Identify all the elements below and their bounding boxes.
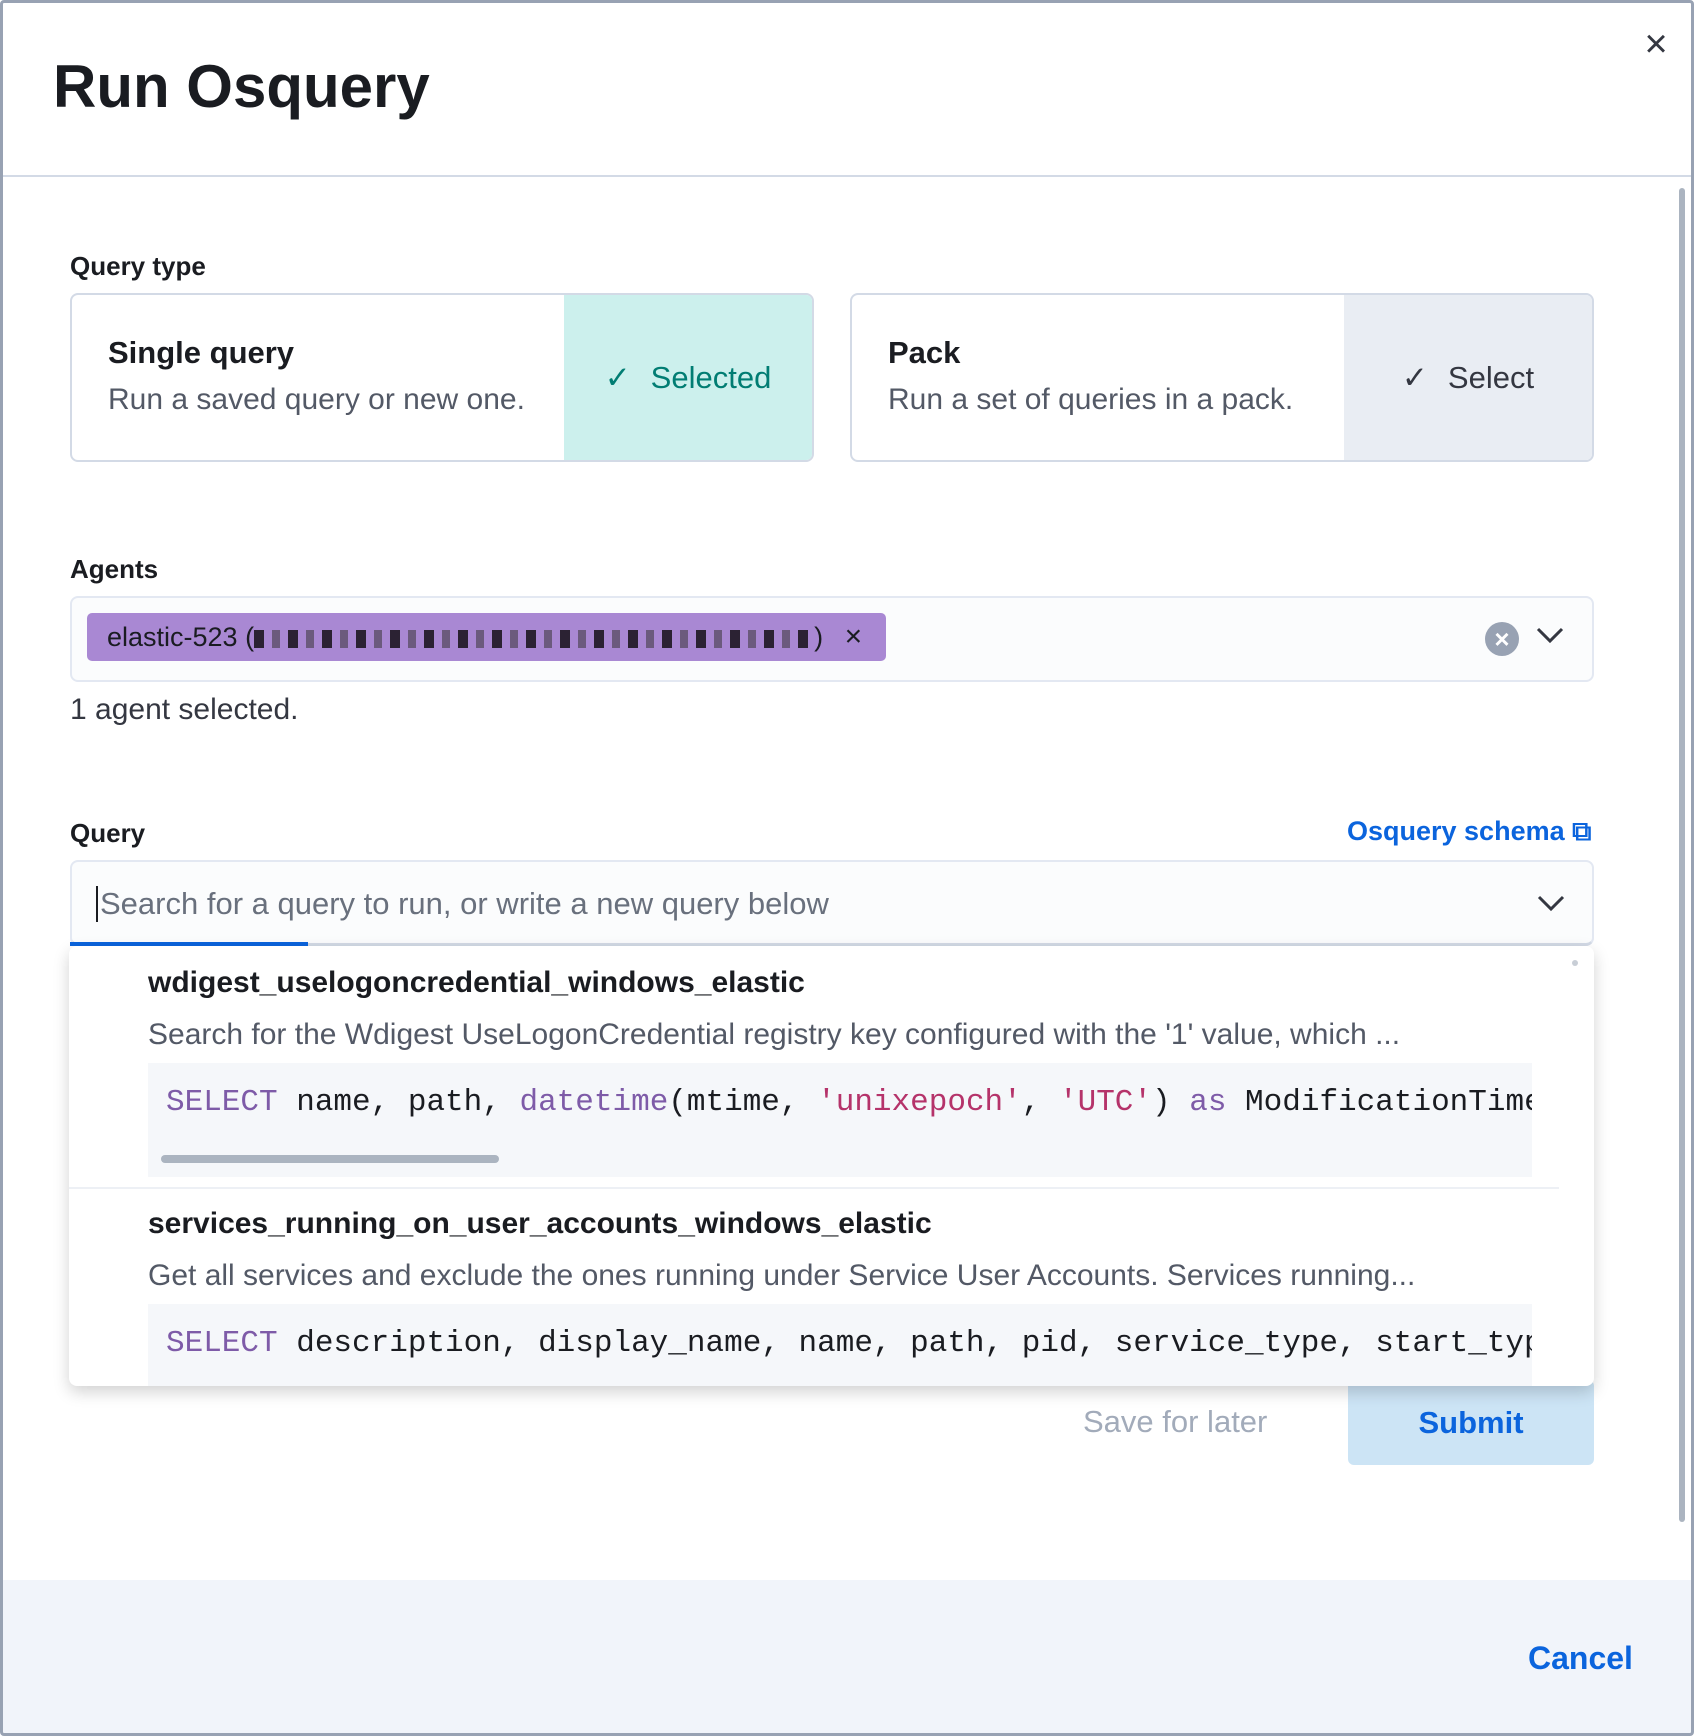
query-option[interactable]: wdigest_uselogoncredential_windows_elast… [69,946,1559,1188]
option-code: SELECT description, display_name, name, … [148,1304,1532,1386]
selected-label: Selected [650,359,772,395]
external-link-icon: ⧉ [1572,816,1592,846]
agents-help-text: 1 agent selected. [70,693,299,726]
code-scrollbar[interactable] [161,1155,499,1163]
single-query-selected-button[interactable]: ✓ Selected [564,295,812,460]
modal-title: Run Osquery [53,53,430,120]
option-divider [69,1187,1559,1189]
redacted-text [254,629,815,648]
dropdown-scrollbar[interactable] [1572,960,1578,966]
option-description: Search for the Wdigest UseLogonCredentia… [148,1018,1401,1051]
chevron-down-icon[interactable] [1535,620,1565,650]
agent-chip-end: ) [814,622,824,652]
pack-card[interactable]: Pack Run a set of queries in a pack. ✓ S… [850,293,1594,462]
agent-chip-label: elastic-523 ( [107,622,255,652]
pack-title: Pack [888,335,961,370]
select-label: Select [1447,359,1535,395]
check-icon: ✓ [1401,359,1428,395]
query-search-input[interactable]: Search for a query to run, or write a ne… [70,860,1594,946]
check-icon: ✓ [604,359,631,395]
option-code: SELECT name, path, datetime(mtime, 'unix… [148,1063,1532,1177]
save-for-later-button[interactable]: Save for later [1083,1404,1268,1439]
submit-button[interactable]: Submit [1348,1380,1594,1465]
agent-chip: elastic-523 () × [87,613,886,661]
cancel-button[interactable]: Cancel [1528,1640,1633,1676]
clear-icon[interactable]: × [1485,622,1519,656]
query-placeholder: Search for a query to run, or write a ne… [96,886,829,922]
chevron-down-icon[interactable] [1536,888,1566,923]
remove-chip-icon[interactable]: × [844,620,863,653]
close-icon[interactable]: × [1644,22,1668,66]
single-query-card[interactable]: Single query Run a saved query or new on… [70,293,814,462]
query-dropdown: wdigest_uselogoncredential_windows_elast… [69,946,1594,1386]
query-option[interactable]: services_running_on_user_accounts_window… [69,1189,1559,1386]
pack-description: Run a set of queries in a pack. [888,383,1294,416]
single-query-title: Single query [108,335,295,370]
pack-select-button[interactable]: ✓ Select [1344,295,1592,460]
osquery-schema-link[interactable]: Osquery schema ⧉ [1347,816,1591,848]
osquery-schema-label: Osquery schema [1347,816,1565,846]
option-code-text: SELECT description, display_name, name, … [166,1326,1532,1361]
header-divider [3,175,1691,177]
modal-scrollbar[interactable] [1679,188,1685,1522]
option-description: Get all services and exclude the ones ru… [148,1259,1416,1292]
single-query-description: Run a saved query or new one. [108,383,525,416]
agents-label: Agents [70,554,159,584]
query-label: Query [70,818,146,848]
modal-footer [3,1580,1691,1733]
option-name: wdigest_uselogoncredential_windows_elast… [148,966,805,999]
option-code-text: SELECT name, path, datetime(mtime, 'unix… [166,1085,1532,1120]
focus-underline [70,942,308,946]
query-type-label: Query type [70,251,206,281]
option-name: services_running_on_user_accounts_window… [148,1207,932,1240]
